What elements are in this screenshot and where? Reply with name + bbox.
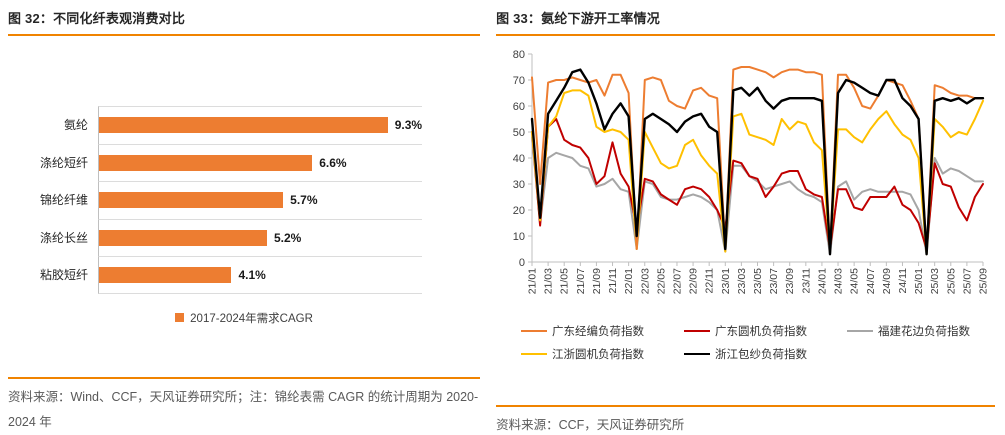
bar-category-label: 氨纶 <box>63 118 88 133</box>
legend-line-icon <box>521 330 548 332</box>
series-line <box>530 68 985 256</box>
line-chart-legend: 广东经编负荷指数 广东圆机负荷指数 福建花边负荷指数江浙圆机负荷指数 浙江包纱负荷指数 <box>496 323 995 362</box>
y-axis-tick-label: 20 <box>513 205 525 217</box>
x-axis-tick-label: 23/05 <box>752 268 764 294</box>
figure-32-title: 图 32：不同化纤表观消费对比 <box>8 6 481 36</box>
y-axis-tick-label: 0 <box>519 257 525 269</box>
bar-track: 4.1% <box>98 256 423 294</box>
bar-track: 5.7% <box>98 181 423 219</box>
bar-value-label: 6.6% <box>319 155 347 170</box>
series-line <box>531 66 985 253</box>
x-axis-tick-label: 21/05 <box>559 268 571 294</box>
x-axis-tick-label: 21/01 <box>527 268 539 294</box>
x-axis-tick-label: 22/07 <box>672 268 684 294</box>
x-axis-tick-label: 23/09 <box>784 268 796 294</box>
x-axis-tick-label: 21/09 <box>591 268 603 294</box>
x-axis-tick-label: 23/07 <box>768 268 780 294</box>
legend-item: 浙江包纱负荷指数 <box>684 346 807 362</box>
bar-category-label: 涤纶长丝 <box>39 230 88 245</box>
x-axis-tick-label: 24/01 <box>816 268 828 294</box>
x-axis-tick-label: 25/01 <box>913 268 925 294</box>
legend-item: 广东圆机负荷指数 <box>684 323 807 339</box>
legend-item-label: 江浙圆机负荷指数 <box>552 349 645 361</box>
legend-line-icon <box>684 353 711 355</box>
figure-33-source: 资料来源：CCF，天风证券研究所 <box>496 405 995 435</box>
figure-33-title: 图 33：氨纶下游开工率情况 <box>496 6 995 36</box>
line-chart: 0 10 20 30 40 50 60 70 80 21/01 21/03 21/05 21/07 21/… <box>496 44 995 321</box>
x-axis-tick-label: 21/03 <box>543 268 555 294</box>
legend-item-label: 浙江包纱负荷指数 <box>715 349 808 361</box>
x-axis-tick-label: 21/11 <box>607 268 619 294</box>
x-axis-tick-label: 21/07 <box>575 268 587 294</box>
bar-value-label: 5.7% <box>290 193 318 208</box>
y-axis-tick-label: 40 <box>513 153 525 165</box>
y-axis-tick-label: 30 <box>513 179 525 191</box>
figure-32-panel: 图 32：不同化纤表观消费对比 氨纶 9.3% 涤纶短纤 6.6% 锦纶纤维 5.7% 涤纶… <box>8 6 481 435</box>
legend-square-icon <box>175 313 185 322</box>
y-axis-tick-label: 80 <box>513 49 525 61</box>
legend-item-label: 广东圆机负荷指数 <box>715 326 808 338</box>
bar-row: 涤纶短纤 6.6% <box>8 143 423 181</box>
bar-row: 氨纶 9.3% <box>8 106 423 144</box>
legend-label: 2017-2024年需求CAGR <box>190 312 313 325</box>
bar-row: 粘胶短纤 4.1% <box>8 256 423 294</box>
x-axis-tick-label: 24/09 <box>881 268 893 294</box>
bar-track: 5.2% <box>98 218 423 256</box>
y-axis-tick-label: 60 <box>513 101 525 113</box>
x-axis-tick-label: 22/09 <box>688 268 700 294</box>
bar-category-label: 粘胶短纤 <box>39 268 88 283</box>
x-axis-tick-label: 22/05 <box>655 268 667 294</box>
bar-row: 锦纶纤维 5.7% <box>8 181 423 219</box>
legend-item: 江浙圆机负荷指数 <box>521 346 644 362</box>
legend-item-label: 广东经编负荷指数 <box>552 326 645 338</box>
series-line <box>531 118 985 250</box>
legend-line-icon <box>521 353 548 355</box>
bar-value-label: 4.1% <box>238 267 266 282</box>
y-axis-tick-label: 70 <box>513 75 525 87</box>
bar-category-label: 锦纶纤维 <box>39 193 88 208</box>
bar-category-label: 涤纶短纤 <box>39 155 88 170</box>
bar <box>99 229 267 246</box>
legend-line-icon <box>684 330 711 332</box>
figure-33-panel: 图 33：氨纶下游开工率情况 0 10 20 30 40 50 60 70 80 21/01 21/… <box>496 6 995 435</box>
x-axis-tick-label: 25/03 <box>929 268 941 294</box>
bar-chart: 氨纶 9.3% 涤纶短纤 6.6% 锦纶纤维 5.7% 涤纶长丝 5.2% 粘胶短纤 4.1% <box>8 106 480 294</box>
series-line <box>531 136 985 256</box>
x-axis-tick-label: 22/01 <box>623 268 635 294</box>
legend-line-icon <box>847 330 874 332</box>
x-axis-tick-label: 25/05 <box>945 268 957 294</box>
x-axis-tick-label: 23/03 <box>736 268 748 294</box>
x-axis-tick-label: 25/09 <box>978 268 990 294</box>
x-axis-tick-label: 23/01 <box>720 268 732 294</box>
bar-chart-legend: 2017-2024年需求CAGR <box>8 310 480 326</box>
x-axis-tick-label: 24/11 <box>897 268 909 294</box>
y-axis-tick-label: 50 <box>513 127 525 139</box>
x-axis-tick-label: 24/03 <box>833 268 845 294</box>
x-axis-tick-label: 24/07 <box>865 268 877 294</box>
bar-value-label: 5.2% <box>273 230 302 245</box>
x-axis-tick-label: 25/07 <box>961 268 973 294</box>
x-axis-tick-label: 23/11 <box>800 268 812 294</box>
bar <box>99 192 284 209</box>
bar <box>99 266 232 283</box>
figure-32-source: 资料来源：Wind、CCF，天风证券研究所；注：锦纶表需 CAGR 的统计周期为… <box>8 377 481 435</box>
x-axis-tick-label: 22/11 <box>704 268 716 294</box>
legend-item-label: 福建花边负荷指数 <box>878 326 971 338</box>
line-chart-svg: 0 10 20 30 40 50 60 70 80 21/01 21/03 21/05 21/07 21/… <box>513 49 990 294</box>
bar <box>99 117 388 134</box>
legend-item: 福建花边负荷指数 <box>847 323 970 339</box>
bar <box>99 154 313 171</box>
bar-value-label: 9.3% <box>394 118 423 133</box>
bar-track: 6.6% <box>98 143 423 181</box>
x-axis-tick-label: 22/03 <box>639 268 651 294</box>
bar-row: 涤纶长丝 5.2% <box>8 218 423 256</box>
series-line <box>531 89 985 256</box>
bar-track: 9.3% <box>98 106 423 144</box>
legend-item: 广东经编负荷指数 <box>521 323 644 339</box>
y-axis-tick-label: 10 <box>513 231 525 243</box>
x-axis-tick-label: 24/05 <box>849 268 861 294</box>
